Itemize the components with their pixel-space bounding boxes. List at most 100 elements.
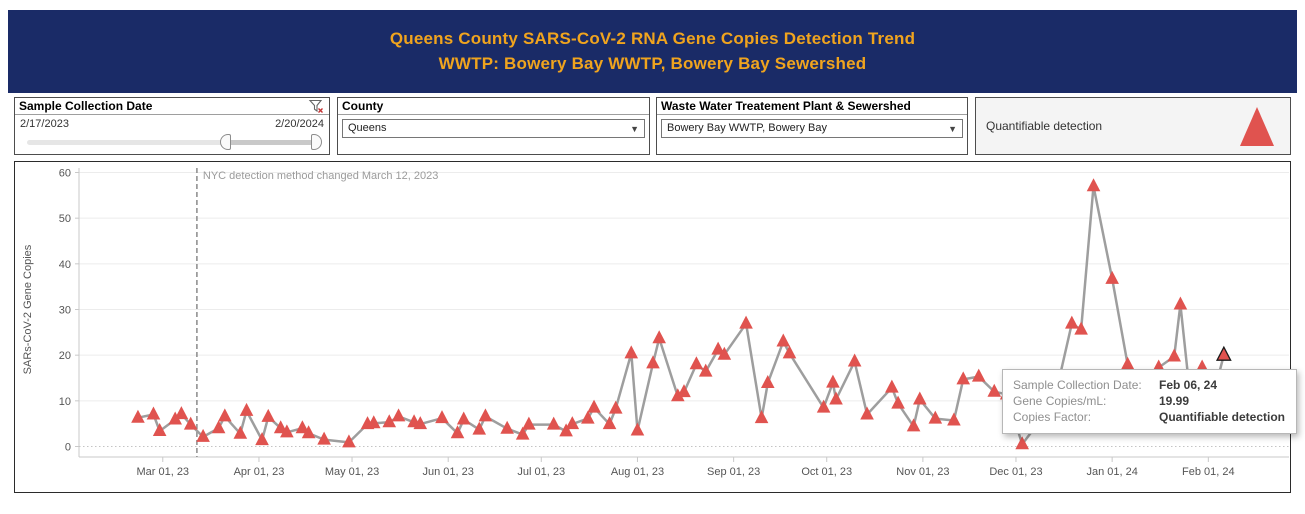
tooltip-row: Copies Factor: Quantifiable detection	[1013, 409, 1286, 425]
x-tick-label: Sep 01, 23	[707, 466, 760, 478]
data-point-marker[interactable]	[1120, 356, 1135, 370]
data-point-marker[interactable]	[317, 431, 331, 445]
data-point-marker[interactable]	[152, 422, 167, 436]
data-point-marker[interactable]	[450, 425, 465, 439]
data-point-marker[interactable]	[1015, 436, 1029, 450]
wwtp-filter-title-text: Waste Water Treatement Plant & Sewershed	[661, 99, 911, 113]
chevron-down-icon: ▼	[630, 124, 639, 134]
chevron-down-icon: ▼	[948, 124, 957, 134]
data-point-marker[interactable]	[478, 408, 493, 422]
date-range-end: 2/20/2024	[275, 118, 324, 130]
data-point-marker[interactable]	[698, 363, 713, 377]
data-point-marker[interactable]	[760, 375, 775, 389]
data-point-marker[interactable]	[754, 410, 769, 424]
data-point-marker[interactable]	[689, 356, 704, 370]
x-tick-label: Jan 01, 24	[1086, 466, 1137, 478]
data-point-marker[interactable]	[847, 353, 862, 367]
data-point-marker[interactable]	[956, 371, 971, 385]
data-point-marker[interactable]	[391, 408, 406, 422]
data-point-marker[interactable]	[146, 406, 161, 420]
data-point-marker-highlighted[interactable]	[1215, 345, 1232, 361]
data-point-marker[interactable]	[239, 402, 254, 416]
data-point-marker[interactable]	[1065, 315, 1079, 329]
trend-chart[interactable]: 0 10 20 30 40 50 60 SARs-CoV-2 Gene Copies Mar 0…	[15, 162, 1289, 491]
wwtp-dropdown[interactable]: Bowery Bay WWTP, Bowery Bay ▼	[661, 119, 963, 138]
data-point-marker[interactable]	[646, 355, 660, 369]
data-point-marker[interactable]	[717, 346, 732, 360]
data-point-marker[interactable]	[971, 368, 986, 382]
data-point-marker[interactable]	[630, 422, 645, 436]
data-point-marker[interactable]	[366, 415, 381, 429]
data-point-marker[interactable]	[218, 408, 232, 422]
data-point-marker[interactable]	[515, 426, 530, 440]
data-point-marker[interactable]	[261, 408, 276, 422]
data-point-marker[interactable]	[255, 432, 269, 446]
data-point-marker[interactable]	[280, 424, 294, 438]
data-point-marker[interactable]	[739, 315, 753, 329]
data-point-marker[interactable]	[183, 416, 198, 430]
data-point-marker[interactable]	[472, 421, 487, 435]
data-point-marker[interactable]	[987, 383, 1002, 397]
data-point-marker[interactable]	[174, 406, 189, 420]
data-point-marker[interactable]	[196, 428, 210, 442]
data-point-marker[interactable]	[301, 425, 316, 439]
data-point-marker[interactable]	[1167, 348, 1182, 362]
data-point-marker[interactable]	[1086, 178, 1101, 192]
slider-active-range[interactable]	[225, 140, 319, 145]
data-point-marker[interactable]	[587, 399, 601, 413]
data-point-marker[interactable]	[1105, 270, 1119, 284]
county-dropdown[interactable]: Queens ▼	[342, 119, 645, 138]
tooltip-label: Copies Factor:	[1013, 410, 1092, 424]
data-point-marker[interactable]	[382, 414, 397, 428]
data-point-marker[interactable]	[559, 423, 573, 437]
data-point-marker[interactable]	[522, 416, 536, 430]
date-range-slider[interactable]	[27, 134, 322, 150]
data-point-marker[interactable]	[581, 410, 595, 424]
county-dropdown-value: Queens	[348, 122, 387, 134]
tooltip-row: Gene Copies/mL: 19.99	[1013, 393, 1286, 409]
data-point-marker[interactable]	[776, 333, 791, 347]
y-tick-label: 0	[65, 442, 71, 454]
data-point-marker[interactable]	[608, 400, 623, 414]
data-point-marker[interactable]	[782, 345, 797, 359]
data-point-marker[interactable]	[131, 409, 145, 423]
data-point-marker[interactable]	[435, 410, 449, 424]
slider-handle-right[interactable]	[311, 134, 322, 150]
x-tick-label: May 01, 23	[325, 466, 379, 478]
data-point-marker[interactable]	[906, 418, 921, 432]
data-point-marker[interactable]	[885, 379, 899, 393]
data-point-marker[interactable]	[500, 420, 514, 434]
data-point-marker[interactable]	[670, 388, 685, 402]
data-point-marker[interactable]	[1074, 321, 1088, 335]
data-point-marker[interactable]	[912, 391, 927, 405]
data-point-marker[interactable]	[1173, 296, 1188, 310]
data-point-marker[interactable]	[652, 330, 666, 344]
slider-handle-left[interactable]	[219, 134, 231, 150]
x-tick-label: Nov 01, 23	[896, 466, 949, 478]
data-point-marker[interactable]	[565, 416, 580, 430]
data-point-marker[interactable]	[711, 341, 725, 355]
date-range-labels: 2/17/2023 2/20/2024	[15, 115, 329, 130]
tooltip-label: Sample Collection Date:	[1013, 378, 1142, 392]
data-point-marker[interactable]	[826, 374, 840, 388]
data-point-marker[interactable]	[233, 425, 248, 439]
legend-label: Quantifiable detection	[986, 119, 1103, 133]
data-point-marker[interactable]	[602, 416, 617, 430]
data-point-marker[interactable]	[211, 420, 226, 434]
data-point-marker[interactable]	[413, 416, 428, 430]
legend-item-quantifiable-detection[interactable]: Quantifiable detection	[976, 98, 1290, 154]
data-point-marker[interactable]	[891, 395, 905, 409]
data-point-marker[interactable]	[860, 406, 874, 420]
data-point-marker[interactable]	[947, 412, 961, 426]
data-point-marker[interactable]	[624, 345, 639, 359]
data-point-marker[interactable]	[677, 384, 691, 398]
data-point-marker[interactable]	[295, 420, 310, 434]
data-point-marker[interactable]	[816, 399, 831, 413]
data-point-marker[interactable]	[829, 391, 843, 405]
data-point-marker[interactable]	[456, 411, 471, 425]
data-point-marker[interactable]	[546, 416, 561, 430]
slider-track[interactable]	[27, 140, 319, 145]
data-point-marker[interactable]	[928, 410, 943, 424]
clear-filter-icon[interactable]	[308, 99, 325, 114]
data-point-marker[interactable]	[342, 434, 356, 448]
